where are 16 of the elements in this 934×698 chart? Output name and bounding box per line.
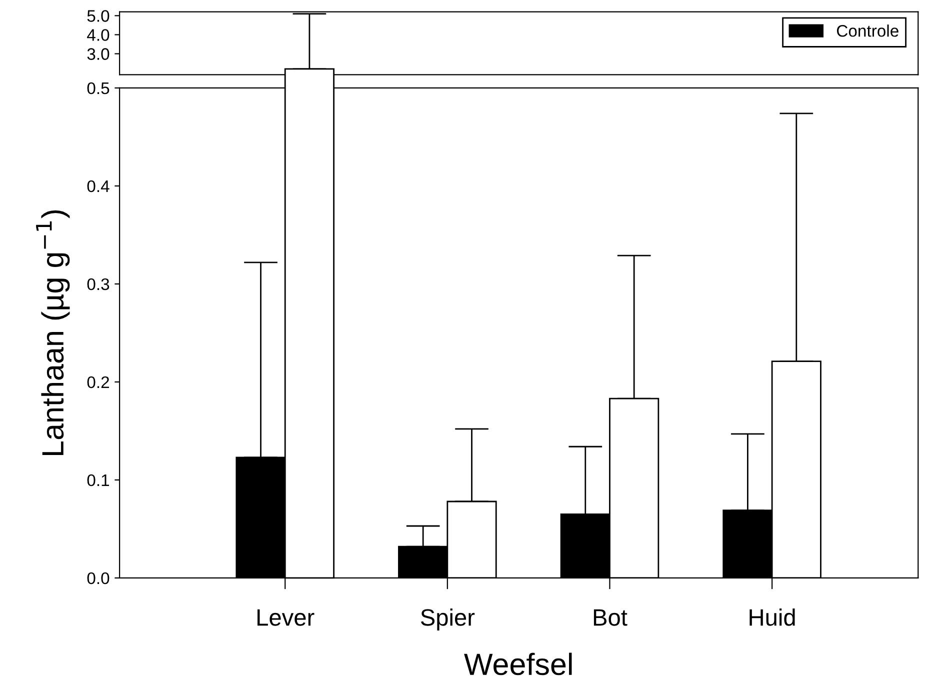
x-axis-title: Weefsel (464, 652, 572, 676)
y-tick-label: 0.3 (87, 278, 110, 290)
y-tick-label: 0.5 (87, 82, 110, 94)
y-tick-label: 0.0 (87, 572, 110, 584)
x-tick-label: Bot (594, 609, 628, 626)
y-tick-label: 3.0 (87, 48, 110, 60)
legend-label: Controle (836, 24, 898, 37)
y-tick-label: 4.0 (87, 29, 110, 41)
y-tick-label: 0.2 (87, 376, 109, 388)
y-tick-label: 0.4 (87, 180, 110, 192)
y-tick-label: 5.0 (87, 10, 110, 22)
x-tick-label: Lever (258, 609, 314, 626)
x-tick-label: Spier (420, 608, 475, 631)
x-tick-label: Huid (750, 608, 795, 626)
y-tick-label: 0.1 (87, 474, 110, 486)
y-axis-title: Lanthaan (µg g$^{−1}$) (36, 210, 70, 455)
